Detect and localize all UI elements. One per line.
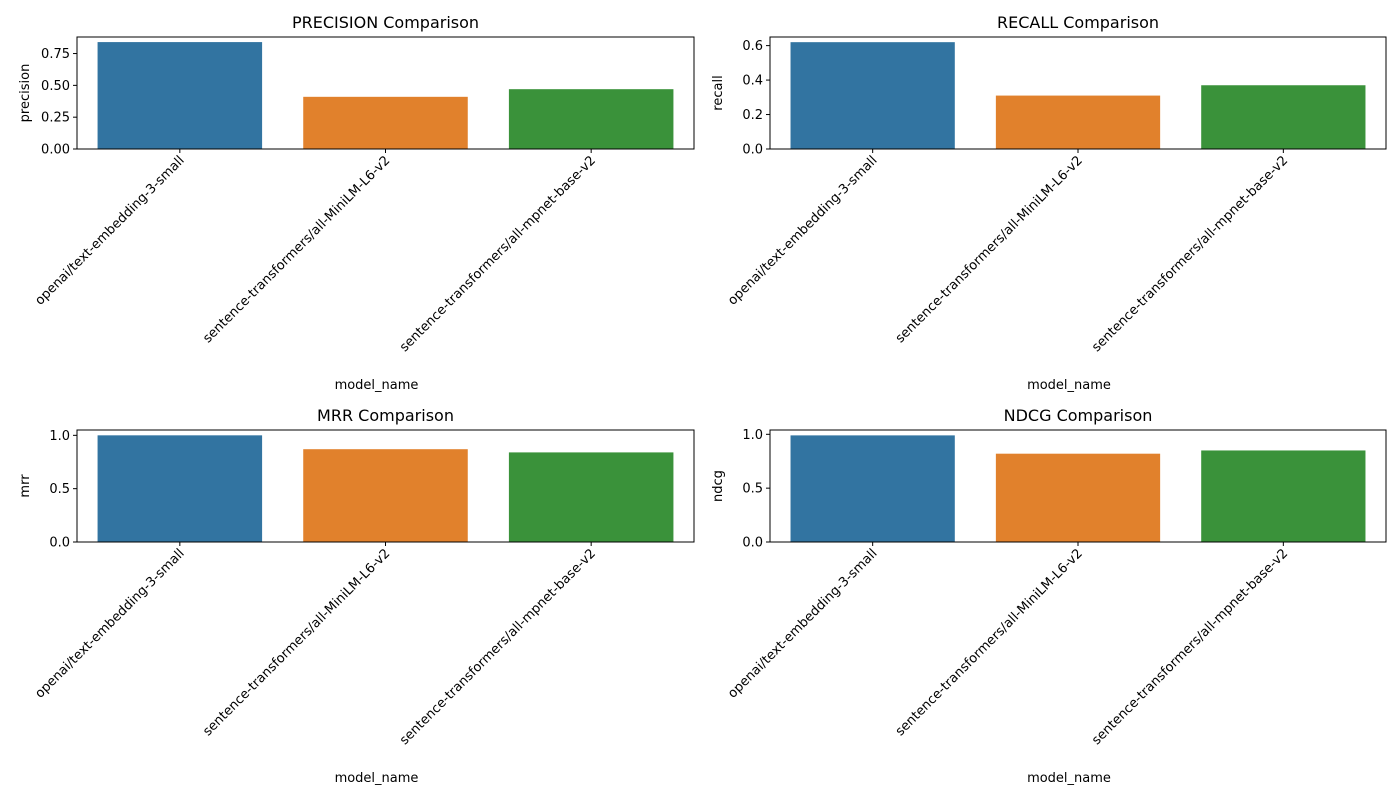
bar-2 [1201,450,1366,542]
x-tick-label: sentence-transformers/all-mpnet-base-v2 [1089,546,1291,748]
x-axis-label: model_name [335,771,419,786]
x-tick-label: sentence-transformers/all-mpnet-base-v2 [397,546,599,748]
x-tick-label: sentence-transformers/all-MiniLM-L6-v2 [200,546,393,739]
chart-title: NDCG Comparison [1004,406,1153,425]
chart-title: PRECISION Comparison [292,13,479,32]
bar-0 [97,435,263,542]
bar-1 [303,96,468,149]
x-axis-label: model_name [335,378,419,393]
y-tick-label: 0.2 [742,108,763,123]
chart-panel-1: 0.0 0.2 0.4 0.6 openai/text-embedding-3-smal… [711,13,1387,393]
y-axis-label: ndcg [711,470,726,502]
x-tick-label: openai/text-embedding-3-small [725,546,880,701]
y-tick-label: 0.75 [41,47,70,62]
x-tick-label: sentence-transformers/all-mpnet-base-v2 [397,153,599,355]
bar-2 [508,452,674,542]
x-axis-label: model_name [1027,378,1111,393]
x-tick-label: sentence-transformers/all-MiniLM-L6-v2 [200,153,393,346]
x-axis-label: model_name [1027,771,1111,786]
x-tick-label: sentence-transformers/all-mpnet-base-v2 [1089,153,1291,355]
x-tick-label: openai/text-embedding-3-small [32,153,187,308]
y-tick-label: 0.4 [742,74,763,89]
bar-2 [508,89,674,149]
chart-title: RECALL Comparison [997,13,1159,32]
bar-0 [97,42,263,150]
chart-title: MRR Comparison [317,406,454,425]
x-tick-label: sentence-transformers/all-MiniLM-L6-v2 [893,546,1086,739]
y-tick-label: 0.0 [742,143,763,158]
bar-1 [995,453,1161,542]
y-tick-label: 0.0 [742,536,763,551]
y-axis-label: precision [18,64,33,123]
y-tick-label: 0.0 [49,536,70,551]
y-tick-label: 0.5 [49,482,70,497]
chart-panel-0: 0.00 0.25 0.50 0.75 openai/text-embedding-3-… [18,13,695,393]
y-tick-label: 0.6 [742,39,763,54]
y-tick-label: 0.50 [41,79,70,94]
x-tick-label: openai/text-embedding-3-small [32,546,187,701]
y-tick-label: 1.0 [49,429,70,444]
y-tick-label: 1.0 [742,428,763,443]
bar-2 [1201,85,1366,149]
bar-0 [790,42,955,149]
x-tick-label: openai/text-embedding-3-small [725,153,880,308]
y-axis-label: mrr [18,474,33,498]
y-axis-label: recall [711,75,726,110]
x-tick-label: sentence-transformers/all-MiniLM-L6-v2 [893,153,1086,346]
y-tick-label: 0.5 [742,482,763,497]
y-tick-label: 0.00 [41,143,70,158]
y-tick-label: 0.25 [41,111,70,126]
bar-1 [303,449,468,542]
bar-1 [995,95,1161,149]
bar-0 [790,435,955,542]
